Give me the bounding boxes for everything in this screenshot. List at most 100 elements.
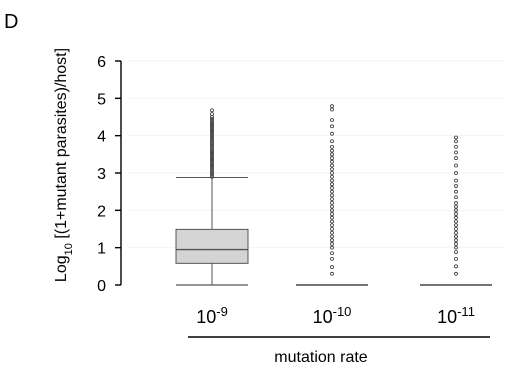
outlier-point: [210, 174, 214, 179]
outlier-point: [454, 156, 458, 160]
outlier-point: [454, 230, 458, 235]
outlier-point: [330, 234, 334, 239]
outlier-point: [454, 144, 458, 149]
outlier-point: [210, 122, 214, 127]
outlier-point: [330, 230, 334, 235]
outlier-point: [330, 139, 334, 144]
outlier-point: [210, 120, 214, 125]
outlier-point: [454, 215, 458, 220]
y-tick-label-3: 3: [97, 166, 106, 183]
x-tick-label-2: 10-10: [313, 304, 352, 328]
outlier-point: [210, 158, 214, 162]
outlier-point: [454, 256, 458, 261]
outlier-point: [454, 264, 458, 269]
outlier-point: [330, 107, 334, 112]
outlier-point: [330, 156, 334, 160]
outlier-point: [330, 251, 334, 256]
outlier-point: [330, 159, 334, 164]
outlier-point: [330, 189, 334, 194]
outlier-point: [454, 208, 458, 213]
outlier-point: [330, 193, 334, 198]
outlier-point: [454, 271, 458, 276]
outlier-point: [210, 154, 214, 159]
outlier-point: [454, 135, 458, 140]
y-tick-label-6: 6: [97, 54, 106, 71]
outlier-point: [330, 118, 334, 122]
outlier-point: [330, 204, 334, 209]
outlier-point: [330, 256, 334, 261]
outlier-point: [454, 163, 458, 168]
outlier-point: [454, 150, 458, 155]
outlier-point: [330, 171, 334, 175]
outlier-point: [330, 182, 334, 187]
y-tick-label-0: 0: [97, 278, 106, 295]
x-tick-label-1: 10-9: [196, 304, 228, 328]
outlier-point: [330, 271, 334, 276]
outlier-point: [210, 128, 214, 132]
outlier-point: [330, 131, 334, 136]
outlier-point: [330, 197, 334, 202]
outlier-point: [454, 184, 458, 188]
outlier-point: [210, 133, 214, 138]
outlier-point: [210, 141, 214, 146]
outlier-point: [330, 223, 334, 228]
outlier-point: [210, 130, 214, 134]
y-tick-label-4: 4: [97, 129, 106, 146]
outlier-point: [454, 139, 458, 144]
outlier-point: [330, 242, 334, 246]
outlier-point: [330, 208, 334, 213]
outlier-point: [330, 265, 334, 269]
outlier-point: [454, 178, 458, 183]
outlier-point: [210, 167, 214, 172]
outlier-point: [210, 126, 214, 131]
y-tick-label-1: 1: [97, 241, 106, 258]
outlier-point: [330, 124, 334, 129]
outlier-point: [454, 200, 458, 205]
outlier-point: [210, 118, 214, 123]
box-group-2: [296, 104, 368, 286]
outlier-point: [454, 245, 458, 250]
outlier-point: [330, 238, 334, 243]
box-group-1: [175, 108, 249, 286]
outlier-point: [210, 131, 214, 136]
outlier-point: [330, 215, 334, 220]
outlier-point: [330, 178, 334, 183]
outlier-point: [454, 227, 458, 231]
outlier-point: [330, 104, 334, 109]
outlier-point: [210, 169, 214, 174]
outlier-point: [330, 174, 334, 179]
outlier-point: [330, 186, 334, 190]
outlier-point: [330, 163, 334, 168]
x-axis-label: mutation rate: [274, 349, 367, 366]
outlier-point: [210, 139, 214, 144]
outlier-point: [210, 143, 214, 147]
outlier-point: [210, 144, 214, 149]
outlier-point: [210, 152, 214, 157]
outlier-point: [210, 165, 214, 170]
outlier-point: [210, 171, 214, 175]
outlier-point: [330, 152, 334, 157]
y-tick-label-5: 5: [97, 91, 106, 108]
outlier-point: [210, 150, 214, 155]
outlier-point: [210, 163, 214, 168]
outlier-point: [454, 242, 458, 246]
outlier-point: [210, 116, 214, 121]
outlier-point: [330, 227, 334, 231]
panel-label: D: [4, 11, 18, 33]
outlier-point: [210, 124, 214, 129]
x-tick-label-3: 10-11: [437, 304, 475, 328]
grid-lines: [128, 60, 505, 249]
outlier-point: [454, 223, 458, 228]
outlier-point: [210, 108, 214, 113]
outlier-point: [454, 171, 458, 175]
outlier-point: [454, 212, 458, 216]
outlier-point: [454, 250, 458, 255]
outlier-point: [454, 238, 458, 243]
y-axis-label: Log10 [(1+mutant parasites)/host]: [53, 48, 75, 282]
boxes: [175, 104, 492, 286]
outlier-point: [454, 195, 458, 200]
outlier-point: [210, 159, 214, 164]
outlier-point: [330, 212, 334, 216]
outlier-point: [210, 112, 214, 116]
